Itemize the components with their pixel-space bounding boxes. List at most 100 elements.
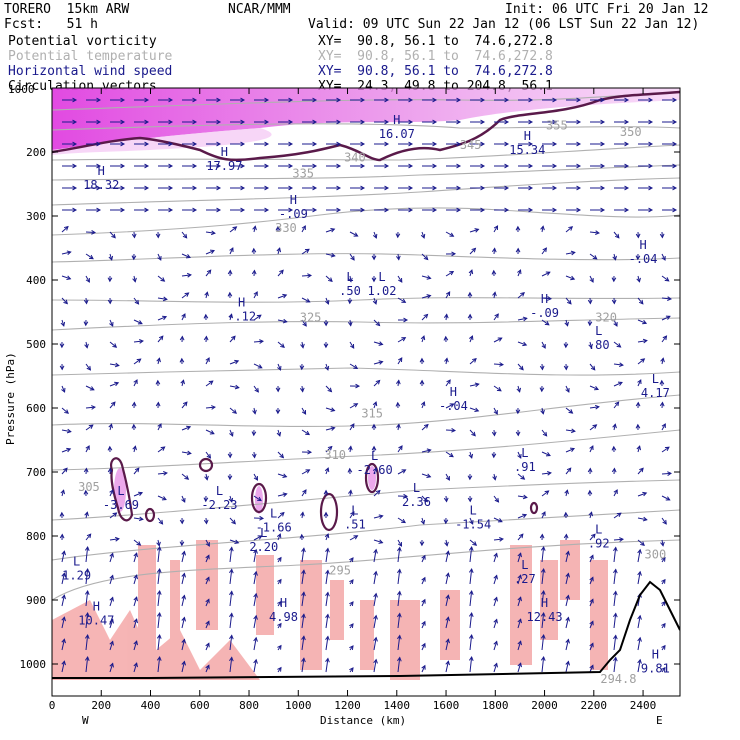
vector-head bbox=[288, 97, 294, 103]
vector-head bbox=[648, 141, 654, 147]
vector-shaft bbox=[469, 429, 476, 437]
vector-head bbox=[493, 409, 498, 415]
vector-shaft bbox=[397, 613, 401, 629]
vector-head bbox=[91, 229, 97, 235]
vector-head bbox=[648, 119, 654, 125]
vector-shaft bbox=[181, 292, 189, 299]
vector-shaft bbox=[589, 253, 598, 260]
field-pv-xy: XY= 90.8, 56.1 to 74.6,272.8 bbox=[318, 34, 553, 49]
vector-head bbox=[228, 634, 234, 640]
vector-head bbox=[231, 335, 236, 341]
vector-head bbox=[229, 247, 234, 253]
vector-head bbox=[545, 452, 551, 457]
vector-head bbox=[372, 233, 378, 239]
forecast-hour: Fcst: 51 h bbox=[4, 17, 98, 32]
vector-shaft bbox=[85, 657, 89, 673]
vector-head bbox=[662, 335, 668, 341]
vector-head bbox=[611, 277, 617, 283]
vector-head bbox=[91, 405, 96, 410]
vector-shaft bbox=[445, 429, 456, 432]
vector-head bbox=[635, 255, 641, 261]
vector-shaft bbox=[349, 535, 358, 541]
vector-head bbox=[139, 339, 144, 344]
extremum-value: 10.47 bbox=[78, 613, 114, 627]
vector-head bbox=[138, 491, 144, 497]
extremum-type: L bbox=[413, 481, 420, 495]
vector-head bbox=[282, 492, 288, 497]
vector-shaft bbox=[205, 269, 212, 277]
vector-shaft bbox=[493, 337, 502, 343]
vector-head bbox=[96, 119, 102, 125]
vector-head bbox=[570, 275, 576, 281]
vector-head bbox=[181, 572, 186, 578]
vector-head bbox=[474, 407, 480, 413]
vector-head bbox=[312, 97, 318, 103]
vector-head bbox=[426, 294, 432, 299]
vector-shaft bbox=[661, 335, 667, 343]
vector-head bbox=[423, 497, 429, 503]
vector-shaft bbox=[277, 512, 285, 519]
vector-head bbox=[60, 321, 66, 327]
vector-shaft bbox=[541, 271, 551, 277]
vector-shaft bbox=[613, 231, 620, 239]
vector-head bbox=[192, 119, 198, 125]
vector-shaft bbox=[397, 337, 406, 343]
vector-head bbox=[132, 445, 137, 451]
vector-head bbox=[63, 299, 68, 305]
vector-head bbox=[264, 97, 270, 103]
vector-head bbox=[576, 97, 582, 103]
vector-shaft bbox=[277, 451, 284, 458]
vector-head bbox=[112, 512, 118, 517]
vector-shaft bbox=[133, 619, 138, 629]
vector-shaft bbox=[373, 615, 377, 629]
vector-head bbox=[131, 233, 137, 239]
vector-head bbox=[552, 185, 558, 191]
vector-head bbox=[88, 424, 94, 429]
vector-shaft bbox=[589, 445, 594, 453]
vector-head bbox=[276, 247, 282, 253]
vector-head bbox=[349, 623, 354, 629]
vector-head bbox=[253, 570, 258, 576]
extremum-value: -1.54 bbox=[455, 517, 491, 531]
vector-head bbox=[491, 453, 497, 459]
vector-head bbox=[192, 163, 198, 169]
vector-shaft bbox=[397, 591, 401, 607]
vector-head bbox=[398, 445, 403, 451]
vector-shaft bbox=[613, 591, 617, 607]
vector-head bbox=[60, 489, 66, 495]
east-end-label: E bbox=[656, 714, 663, 727]
vector-head bbox=[251, 453, 257, 459]
vector-shaft bbox=[373, 593, 377, 607]
vector-head bbox=[444, 357, 449, 363]
vector-shaft bbox=[349, 341, 355, 349]
vector-head bbox=[468, 568, 474, 573]
vector-head bbox=[305, 469, 311, 474]
vector-shaft bbox=[325, 427, 335, 431]
vector-shaft bbox=[541, 568, 545, 585]
vector-head bbox=[336, 141, 342, 147]
vector-head bbox=[616, 343, 622, 348]
vector-shaft bbox=[517, 641, 522, 651]
extremum-type: L bbox=[595, 324, 602, 338]
vector-head bbox=[384, 97, 390, 103]
vector-head bbox=[120, 141, 126, 147]
y-tick-label: 200 bbox=[26, 146, 46, 159]
vector-head bbox=[637, 379, 642, 385]
vector-head bbox=[133, 662, 138, 668]
vector-shaft bbox=[517, 575, 522, 585]
vector-head bbox=[84, 568, 90, 573]
vector-head bbox=[264, 163, 270, 169]
vector-head bbox=[229, 431, 234, 437]
vector-head bbox=[96, 207, 102, 213]
vector-shaft bbox=[301, 614, 305, 629]
vector-shaft bbox=[661, 495, 670, 501]
vector-shaft bbox=[565, 467, 572, 475]
vector-head bbox=[277, 365, 282, 371]
vector-head bbox=[587, 467, 593, 473]
vector-head bbox=[276, 533, 282, 539]
vector-shaft bbox=[661, 253, 666, 261]
vector-head bbox=[323, 489, 329, 495]
vector-head bbox=[205, 642, 210, 648]
vector-head bbox=[667, 296, 672, 301]
vector-shaft bbox=[613, 341, 621, 348]
